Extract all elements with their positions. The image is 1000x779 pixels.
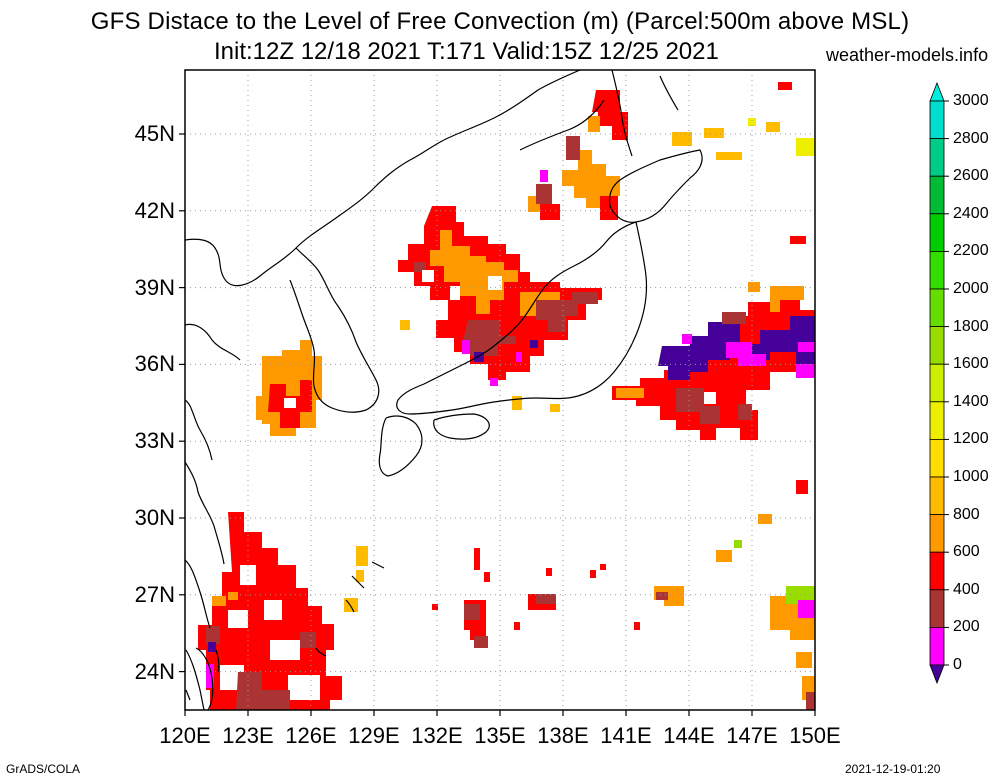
shade-pac-purple — [658, 316, 815, 380]
lfc-shading — [198, 82, 815, 710]
shade-hokkaido — [592, 90, 628, 140]
lat-label: 24N — [134, 658, 175, 684]
colorbar-label: 1000 — [953, 468, 989, 485]
colorbar-label: 1400 — [953, 392, 989, 410]
coastlines — [185, 70, 703, 710]
lon-label: 132E — [411, 723, 463, 748]
lon-label: 123E — [222, 723, 274, 748]
site-credit: weather-models.info — [826, 45, 989, 65]
coast-taiwan — [185, 647, 214, 710]
axis-ticks — [179, 133, 816, 716]
colorbar — [929, 81, 949, 685]
title-line-1: GFS Distace to the Level of Free Convect… — [90, 8, 910, 35]
colorbar-swatch — [929, 476, 945, 515]
colorbar-top-arrow — [929, 81, 945, 102]
lat-label: 33N — [134, 428, 175, 454]
shade-pacific-east — [612, 292, 815, 440]
render-timestamp: 2021-12-19-01:20 — [845, 762, 941, 776]
lon-label: 150E — [789, 723, 841, 748]
colorbar-swatch — [929, 438, 945, 478]
coast-korea — [289, 247, 380, 413]
colorbar-swatch — [929, 100, 945, 139]
shade-marcus — [654, 514, 815, 700]
shade-soj-purple — [474, 340, 538, 362]
shade-marcus-green — [734, 540, 815, 604]
shade-ecs-orange — [212, 592, 238, 606]
lon-label: 126E — [285, 723, 337, 748]
lat-label: 39N — [134, 274, 175, 300]
colorbar-bottom-arrow — [929, 664, 945, 685]
lon-label: 129E — [348, 723, 400, 748]
colorbar-label: 2000 — [953, 280, 989, 297]
colorbar-swatch — [929, 589, 945, 628]
lon-label: 147E — [726, 723, 778, 748]
shade-soj-dark — [414, 262, 598, 356]
shade-ecs-purple — [208, 642, 216, 652]
lon-label: 144E — [663, 723, 715, 748]
lat-label: 42N — [134, 197, 175, 223]
colorbar-label: 1200 — [953, 430, 989, 448]
colorbar-swatch — [929, 627, 945, 666]
shade-ecs-dark — [206, 626, 316, 710]
colorbar-swatch — [929, 363, 945, 403]
colorbar-swatch — [929, 326, 945, 365]
coast-ryukyu — [215, 561, 385, 673]
shade-yellow-sea-white — [258, 398, 296, 436]
shade-kuril — [672, 122, 780, 160]
shade-soj-white — [422, 270, 502, 300]
shade-pac-dark — [676, 312, 752, 424]
shade-hokkaido-magenta — [540, 170, 548, 182]
shade-soj-orange — [430, 230, 560, 316]
colorbar-label: 400 — [953, 580, 980, 598]
lon-label: 135E — [474, 723, 526, 748]
colorbar-label: 3000 — [953, 92, 989, 109]
colorbar-label: 0 — [953, 656, 962, 673]
colorbar-label: 2200 — [953, 242, 989, 260]
software-credit: GrADS/COLA — [6, 762, 81, 776]
colorbar-swatch — [929, 401, 945, 440]
coast-sakhalin — [611, 70, 679, 157]
shade-south-pacific-dark — [464, 594, 556, 648]
grid-lines — [185, 70, 815, 710]
colorbar-swatch — [929, 250, 945, 290]
title-line-2: Init:12Z 12/18 2021 T:171 Valid:15Z 12/2… — [214, 38, 719, 65]
shade-pac-magenta — [682, 334, 815, 378]
coast-honshu — [396, 221, 648, 415]
shade-pac-white — [704, 392, 716, 404]
lon-label: 141E — [600, 723, 652, 748]
colorbar-label: 800 — [953, 505, 980, 523]
colorbar-swatch — [929, 138, 945, 177]
shade-hokkaido-red — [540, 196, 618, 220]
shade-ecs-white — [220, 565, 320, 700]
colorbar-label: 2400 — [953, 204, 989, 222]
coast-russia — [443, 70, 605, 151]
colorbar-swatch — [929, 551, 945, 591]
colorbar-label: 2600 — [953, 167, 989, 185]
coast-hokkaido — [608, 149, 703, 223]
colorbar-swatch — [929, 213, 945, 252]
colorbar-swatch — [929, 288, 945, 327]
colorbar-label: 2800 — [953, 129, 989, 147]
colorbar-swatch — [929, 175, 945, 215]
shade-hokkaido-dark — [536, 136, 580, 204]
lat-label: 30N — [134, 505, 175, 530]
lon-label: 138E — [537, 723, 589, 748]
shade-pac-orange — [616, 282, 804, 398]
shade-soj-magenta — [462, 340, 522, 386]
shade-kuril-yellow — [748, 118, 815, 156]
colorbar-label: 200 — [953, 618, 980, 636]
shade-marcus-magenta — [798, 600, 815, 618]
lon-label: 120E — [159, 723, 211, 748]
colorbar-label: 600 — [953, 543, 980, 561]
colorbar-label: 1600 — [953, 355, 989, 373]
lat-label: 27N — [134, 581, 175, 607]
colorbar-label: 1800 — [953, 317, 989, 335]
shade-hokkaido-orange — [528, 116, 620, 212]
lat-label: 45N — [134, 121, 175, 146]
coast-shikoku-kyushu — [378, 413, 490, 477]
colorbar-swatch — [929, 514, 945, 553]
lat-label: 36N — [134, 351, 175, 377]
